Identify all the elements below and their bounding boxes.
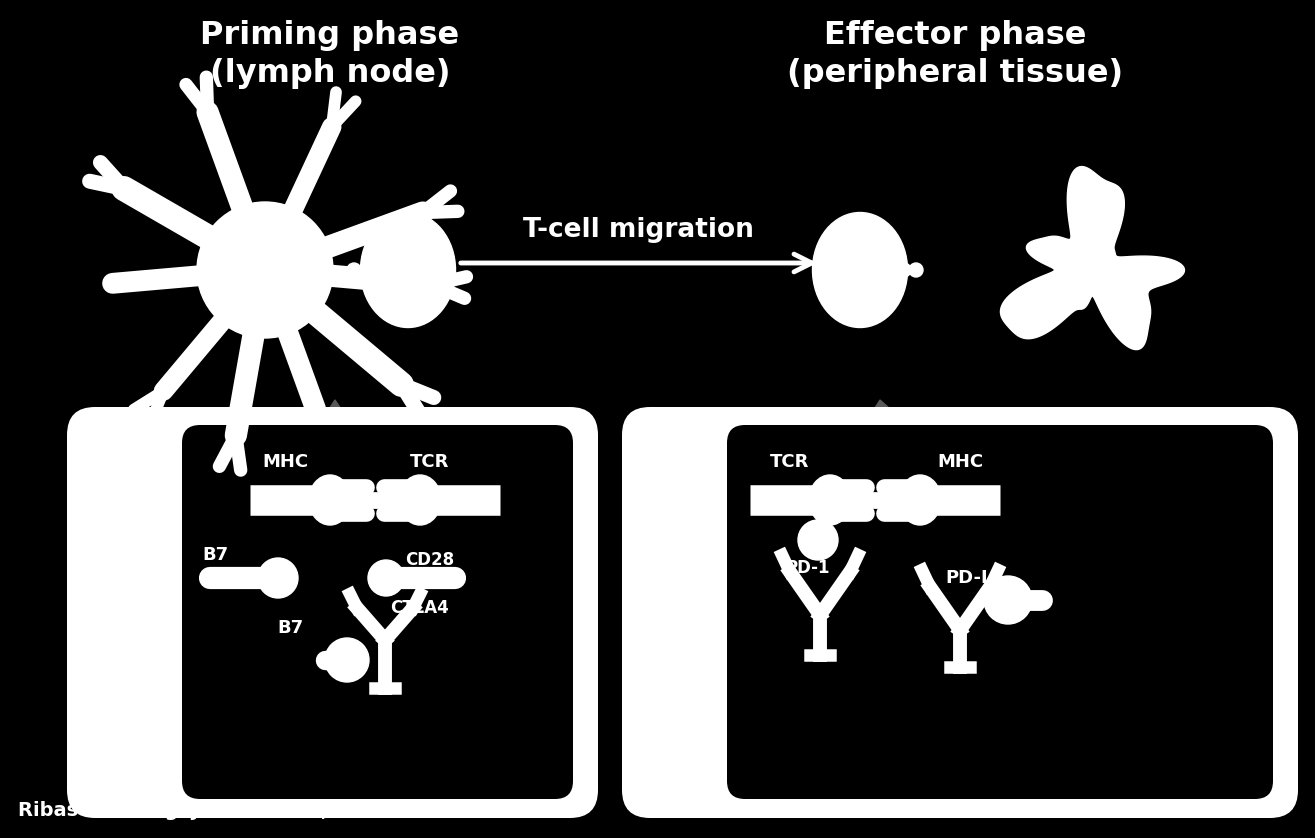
Text: T-cell migration: T-cell migration [522, 217, 753, 243]
Circle shape [897, 263, 911, 277]
Ellipse shape [899, 475, 942, 525]
Circle shape [325, 638, 370, 682]
Text: TCR: TCR [771, 453, 810, 471]
Text: MHC: MHC [262, 453, 308, 471]
Polygon shape [100, 400, 575, 760]
Text: CD28: CD28 [405, 551, 455, 569]
Ellipse shape [309, 475, 351, 525]
Text: Effector phase
(peripheral tissue): Effector phase (peripheral tissue) [786, 20, 1123, 89]
Text: B7: B7 [277, 619, 302, 637]
Text: TCR: TCR [410, 453, 450, 471]
Text: B7: B7 [203, 546, 227, 564]
Circle shape [347, 263, 362, 277]
Polygon shape [655, 400, 1279, 760]
Circle shape [798, 520, 838, 560]
Text: Ribas A. N Engl J Med. 2012;366:2517-2519.: Ribas A. N Engl J Med. 2012;366:2517-251… [18, 800, 501, 820]
Circle shape [359, 263, 373, 277]
Circle shape [984, 576, 1032, 624]
FancyBboxPatch shape [622, 407, 1298, 818]
Text: MHC: MHC [936, 453, 984, 471]
Circle shape [197, 202, 333, 338]
Ellipse shape [398, 475, 441, 525]
Text: PD-L1: PD-L1 [945, 569, 1005, 587]
FancyBboxPatch shape [181, 425, 573, 799]
Circle shape [909, 263, 923, 277]
Text: CTLA4: CTLA4 [391, 599, 450, 617]
Ellipse shape [809, 475, 851, 525]
Circle shape [368, 560, 404, 596]
Circle shape [258, 558, 299, 598]
Ellipse shape [813, 213, 907, 328]
FancyBboxPatch shape [67, 407, 598, 818]
Ellipse shape [360, 213, 455, 328]
Text: Priming phase
(lymph node): Priming phase (lymph node) [200, 20, 459, 89]
Text: PD-1: PD-1 [786, 559, 830, 577]
Polygon shape [1001, 167, 1185, 349]
FancyBboxPatch shape [727, 425, 1273, 799]
